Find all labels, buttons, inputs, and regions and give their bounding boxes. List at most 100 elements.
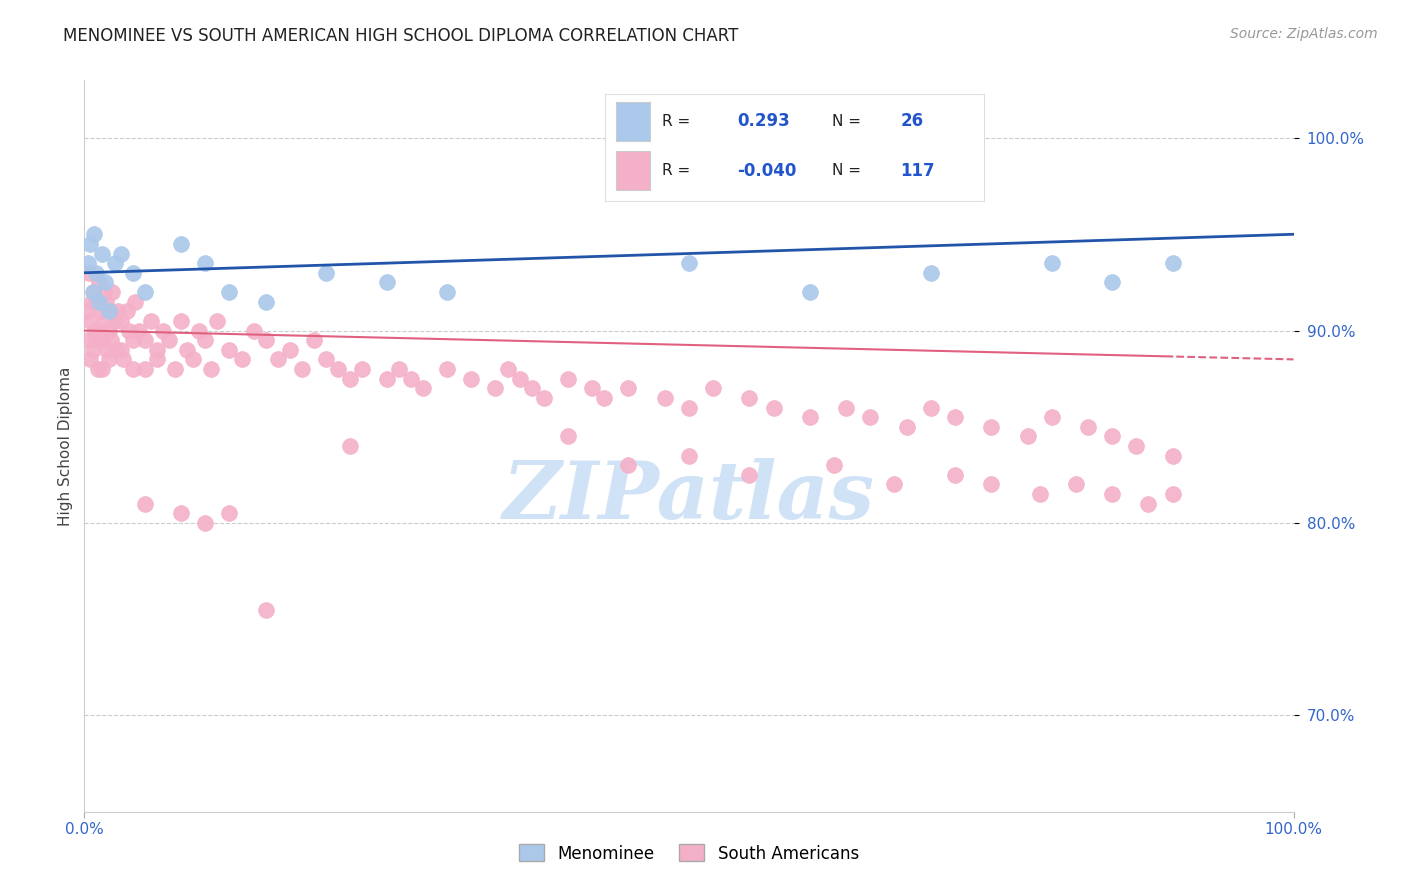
Text: 26: 26 <box>901 112 924 130</box>
Text: -0.040: -0.040 <box>738 161 797 179</box>
FancyBboxPatch shape <box>616 152 650 190</box>
Point <box>86 362 108 376</box>
Point <box>139 314 162 328</box>
Point <box>115 304 138 318</box>
Point <box>859 410 882 425</box>
Point <box>484 381 506 395</box>
Point <box>920 266 942 280</box>
Point <box>79 236 101 251</box>
Point <box>77 333 100 347</box>
Point <box>267 352 290 367</box>
Point <box>678 401 700 415</box>
Point <box>82 343 104 357</box>
Point <box>1017 429 1039 443</box>
Point <box>87 294 110 309</box>
Point <box>617 458 640 473</box>
Point <box>315 352 337 367</box>
Point <box>194 516 217 530</box>
Point <box>823 458 845 473</box>
Point <box>328 362 350 376</box>
Point <box>835 401 858 415</box>
Point <box>883 477 905 491</box>
Point <box>89 324 111 338</box>
Point <box>181 352 204 367</box>
Point <box>104 314 127 328</box>
Point <box>83 227 105 242</box>
Point <box>339 439 361 453</box>
Point <box>315 266 337 280</box>
Text: N =: N = <box>832 163 862 178</box>
Point <box>1040 410 1063 425</box>
Point <box>436 362 458 376</box>
Point <box>302 333 325 347</box>
Point <box>1028 487 1050 501</box>
Text: 117: 117 <box>901 161 935 179</box>
Point <box>87 276 110 290</box>
Point <box>1161 487 1184 501</box>
Text: N =: N = <box>832 114 862 129</box>
Point <box>738 391 761 405</box>
Legend: Menominee, South Americans: Menominee, South Americans <box>512 838 866 869</box>
Point <box>533 391 555 405</box>
Point <box>496 362 519 376</box>
Point <box>157 333 180 347</box>
Point <box>654 391 676 405</box>
Point <box>593 391 616 405</box>
Point <box>1101 487 1123 501</box>
Point <box>91 362 114 376</box>
Point <box>278 343 301 357</box>
Point <box>557 371 579 385</box>
Point <box>107 304 129 318</box>
Point <box>388 362 411 376</box>
Point <box>254 333 277 347</box>
Point <box>80 294 103 309</box>
Point <box>1064 477 1087 491</box>
Point <box>170 314 193 328</box>
Point <box>91 246 114 260</box>
Point <box>1101 276 1123 290</box>
Point <box>581 381 603 395</box>
Point <box>339 371 361 385</box>
Point <box>738 467 761 482</box>
Point <box>134 497 156 511</box>
Point <box>97 304 120 318</box>
Point <box>97 324 120 338</box>
Point <box>112 352 135 367</box>
Point <box>110 246 132 260</box>
Text: R =: R = <box>662 114 690 129</box>
Point <box>291 362 314 376</box>
Point <box>194 256 217 270</box>
Point <box>557 429 579 443</box>
Point <box>165 362 187 376</box>
Point <box>231 352 253 367</box>
Point <box>436 285 458 299</box>
Point <box>375 371 398 385</box>
Point <box>896 419 918 434</box>
Text: 0.293: 0.293 <box>738 112 790 130</box>
Point <box>352 362 374 376</box>
Point <box>134 362 156 376</box>
Point <box>460 371 482 385</box>
Point <box>375 276 398 290</box>
Point <box>94 276 117 290</box>
Point <box>412 381 434 395</box>
Point <box>617 381 640 395</box>
Point <box>254 602 277 616</box>
Point <box>509 371 531 385</box>
Point <box>170 507 193 521</box>
Point <box>1161 256 1184 270</box>
Point <box>799 410 821 425</box>
Point <box>1137 497 1160 511</box>
Point <box>194 333 217 347</box>
Point <box>86 294 108 309</box>
Point <box>91 333 114 347</box>
Point <box>101 285 124 299</box>
Text: Source: ZipAtlas.com: Source: ZipAtlas.com <box>1230 27 1378 41</box>
Point <box>124 294 146 309</box>
Text: ZIPatlas: ZIPatlas <box>503 458 875 536</box>
Point <box>980 419 1002 434</box>
Point <box>79 314 101 328</box>
Point <box>399 371 422 385</box>
Point <box>152 324 174 338</box>
Y-axis label: High School Diploma: High School Diploma <box>58 367 73 525</box>
